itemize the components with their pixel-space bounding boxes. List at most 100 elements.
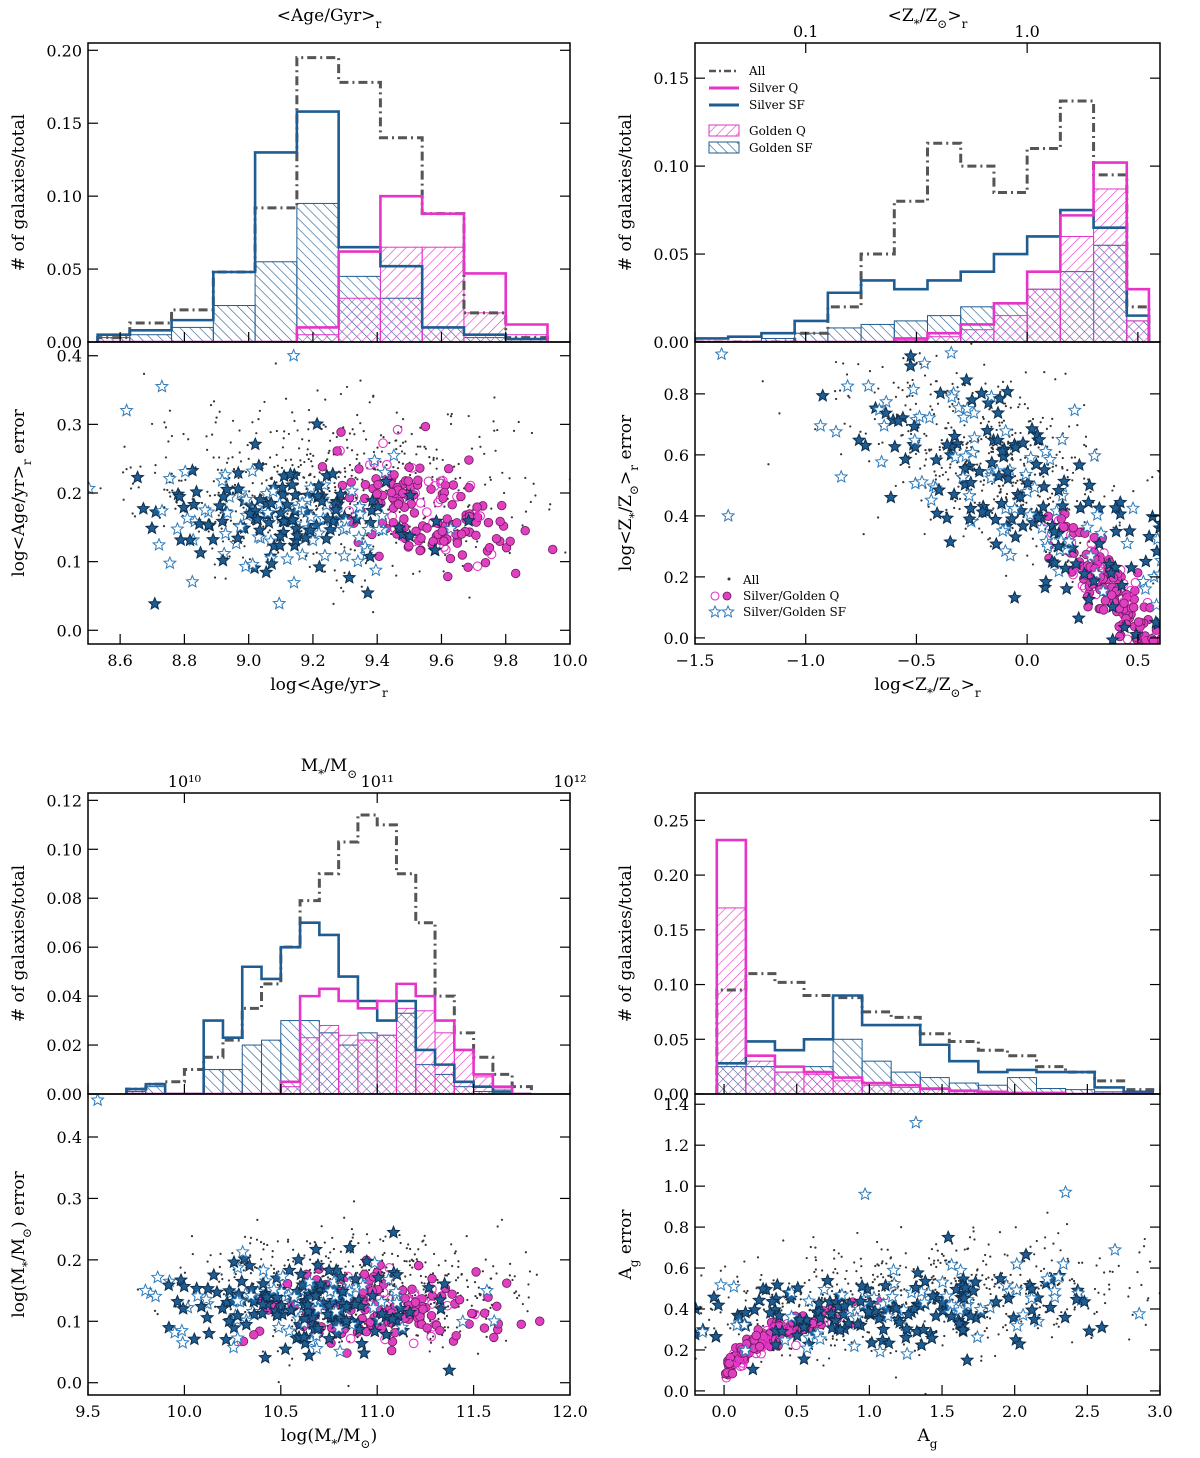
scatter-point-sf — [255, 1305, 270, 1320]
scatter-point-sf — [1149, 597, 1160, 612]
scatter-point-sf — [305, 1309, 320, 1324]
scatter-point-sf — [1082, 1323, 1097, 1338]
scatter-point-all — [855, 1270, 858, 1273]
scatter-point-all — [1012, 481, 1015, 484]
scatter-point-all — [1037, 446, 1040, 449]
scatter-point-all — [794, 1298, 797, 1301]
scatter-point-all — [372, 450, 376, 454]
scatter-point-sf — [162, 555, 178, 570]
scatter-point-all — [395, 411, 398, 414]
scatter-point-sf — [713, 1277, 729, 1291]
scatter-point-all — [272, 1271, 276, 1275]
scatter-xtick-label: 8.8 — [172, 651, 197, 670]
bar-golden-q — [890, 1086, 921, 1094]
scatter-point-q — [1079, 583, 1090, 593]
scatter-point-all — [980, 438, 983, 441]
scatter-point-all — [395, 574, 398, 577]
scatter-point-all — [840, 453, 843, 456]
hist-ytick-label: 0.15 — [653, 69, 689, 88]
panel-dust-attenuation: 0.000.050.100.150.200.25# of galaxies/to… — [616, 792, 1173, 1451]
scatter-point-all — [1095, 448, 1098, 451]
scatter-point-all — [446, 413, 449, 416]
scatter-point-sf — [864, 1335, 879, 1349]
scatter-point-all — [833, 390, 837, 393]
scatter-point-q — [426, 1310, 437, 1321]
scatter-point-all — [821, 1293, 824, 1296]
scatter-point-all — [700, 1312, 703, 1315]
scatter-point-all — [431, 1272, 435, 1275]
bar-golden-sf — [171, 326, 214, 342]
scatter-point-sf — [789, 1328, 805, 1342]
histogram-frame — [694, 792, 1161, 1095]
scatter-point-sf — [167, 1325, 182, 1339]
scatter-point-all — [526, 1310, 529, 1313]
scatter-point-all — [881, 365, 884, 369]
scatter-point-all — [987, 538, 990, 541]
scatter-point-all — [1169, 496, 1171, 498]
scatter-point-sf — [248, 436, 263, 451]
scatter-point-all — [251, 482, 254, 485]
scatter-point-sf — [215, 552, 231, 567]
scatter-point-sf — [877, 418, 892, 432]
scatter-point-all — [1071, 580, 1074, 584]
scatter-point-q — [457, 550, 468, 560]
scatter-point-all — [419, 1274, 422, 1278]
scatter-point-all — [476, 540, 479, 543]
scatter-point-all — [457, 1265, 460, 1269]
scatter-point-sf — [1038, 574, 1054, 588]
top-tick-label: 10¹¹ — [361, 772, 394, 791]
scatter-point-all — [943, 1334, 946, 1338]
scatter-point-all — [492, 420, 495, 423]
scatter-point-all — [864, 432, 867, 435]
scatter-point-all — [429, 1319, 432, 1323]
scatter-point-all — [727, 1296, 730, 1299]
scatter-point-sf — [994, 496, 1009, 510]
scatter-point-all — [1108, 1288, 1111, 1291]
scatter-point-sf — [150, 1269, 165, 1284]
scatter-xtick-label: 9.6 — [429, 651, 454, 670]
scatter-point-all — [1083, 403, 1086, 407]
scatter-point-all — [930, 1276, 933, 1279]
scatter-point-all — [229, 441, 232, 444]
scatter — [90, 1094, 545, 1388]
scatter-point-sf — [958, 1280, 973, 1294]
scatter-point-all — [935, 380, 938, 383]
scatter-point-sf — [1081, 591, 1097, 606]
scatter-point-all — [937, 1292, 940, 1295]
scatter-point-all — [944, 1276, 947, 1280]
scatter-point-all — [359, 379, 362, 382]
scatter-point-all — [1143, 1237, 1146, 1241]
scatter-point-sf — [940, 437, 955, 452]
scatter-point-sf — [763, 1305, 778, 1319]
scatter-point-all — [923, 464, 926, 467]
scatter-point-all — [1009, 406, 1012, 409]
scatter-point-q — [415, 463, 425, 473]
scatter-point-q — [378, 438, 388, 449]
scatter-point-all — [424, 1243, 427, 1247]
scatter-point-q — [386, 1345, 397, 1356]
scatter-point-all — [502, 491, 506, 495]
scatter-point-all — [587, 491, 589, 493]
scatter-point-all — [451, 1264, 454, 1268]
hist-ytick-label: 0.20 — [653, 866, 689, 885]
scatter-point-all — [180, 479, 183, 482]
scatter-point-all — [913, 1349, 917, 1352]
scatter-point-all — [400, 450, 404, 453]
scatter-point-sf — [1189, 572, 1200, 583]
bar-golden-q — [960, 329, 995, 342]
scatter-point-all — [308, 1258, 312, 1261]
scatter-point-all — [329, 1251, 332, 1254]
scatter-point-all — [1031, 537, 1034, 540]
scatter-point-all — [262, 1248, 265, 1251]
scatter-point-q — [516, 1319, 526, 1330]
scatter-point-all — [1029, 444, 1032, 447]
scatter-point-all — [918, 1353, 921, 1357]
scatter-point-all — [49, 430, 51, 432]
scatter-point-all — [527, 1283, 530, 1286]
scatter-point-sf — [1136, 574, 1151, 588]
scatter-point-all — [991, 511, 994, 515]
scatter-point-all — [277, 551, 280, 554]
scatter-point-all — [973, 501, 976, 504]
scatter-point-all — [327, 451, 330, 455]
